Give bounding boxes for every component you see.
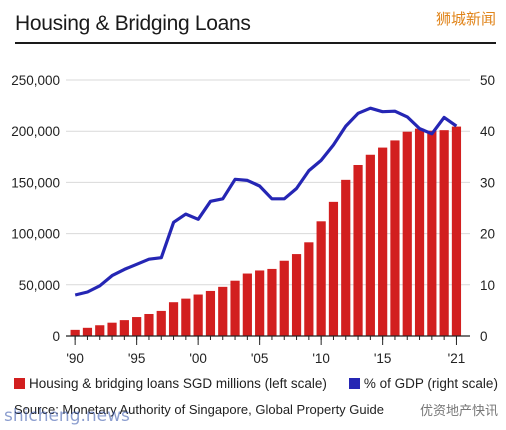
bar-2006 <box>267 268 277 336</box>
y-left-tick-label: 0 <box>52 329 60 344</box>
bar-2013 <box>353 164 363 336</box>
bar-2007 <box>279 260 289 336</box>
bar-2014 <box>365 154 375 336</box>
title-rule <box>15 42 496 44</box>
bar-2008 <box>291 254 302 336</box>
y-right-tick-label: 50 <box>480 73 495 88</box>
x-tick-label: '90 <box>66 351 84 366</box>
bar-1992 <box>95 325 105 336</box>
bar-2015 <box>378 147 388 336</box>
bar-2021 <box>451 126 462 336</box>
y-right-tick-label: 10 <box>480 278 495 293</box>
bar-2011 <box>328 201 339 336</box>
watermark-bottom-left: shicheng.news <box>4 406 130 426</box>
y-left-tick-label: 100,000 <box>11 227 60 242</box>
bar-2010 <box>316 221 326 336</box>
watermark-bottom-right: 优资地产快讯 <box>419 404 498 419</box>
legend-swatch-bars <box>14 378 25 389</box>
bar-2009 <box>304 242 314 336</box>
bar-1996 <box>144 313 154 336</box>
y-left-tick-label: 200,000 <box>11 124 60 139</box>
x-tick-label: '95 <box>128 351 146 366</box>
bar-2017 <box>402 131 412 336</box>
bar-1994 <box>119 320 129 336</box>
bar-1991 <box>82 327 93 336</box>
x-tick-label: '15 <box>374 351 392 366</box>
bar-2001 <box>205 290 216 336</box>
bar-2004 <box>242 273 252 336</box>
bar-2019 <box>427 130 437 336</box>
y-right-tick-label: 0 <box>480 329 488 344</box>
source-note: Source: Monetary Authority of Singapore,… <box>14 402 384 417</box>
bar-2020 <box>439 130 449 336</box>
chart-title: Housing & Bridging Loans <box>15 12 251 35</box>
line-layer <box>74 106 458 297</box>
bar-1998 <box>168 302 179 336</box>
bar-2012 <box>341 179 351 336</box>
y-left-tick-label: 150,000 <box>11 175 60 190</box>
chart-legend: Housing & bridging loans SGD millions (l… <box>14 376 498 391</box>
x-tick-label: '10 <box>312 351 330 366</box>
bar-2000 <box>193 294 203 336</box>
bar-2016 <box>390 140 400 336</box>
bar-2005 <box>255 270 265 336</box>
bar-2003 <box>230 280 240 336</box>
bar-layer <box>70 126 462 336</box>
y-left-tick-label: 250,000 <box>11 73 60 88</box>
y-left-tick-label: 50,000 <box>19 278 60 293</box>
y-right-tick-label: 20 <box>480 227 495 242</box>
bar-1995 <box>132 317 142 336</box>
watermark-top: 狮城新闻 <box>435 10 496 28</box>
bar-1999 <box>181 298 191 336</box>
bar-1993 <box>107 322 117 336</box>
gdp-percent-line <box>74 106 458 297</box>
legend-label-bars: Housing & bridging loans SGD millions (l… <box>29 376 327 391</box>
x-tick-label: '21 <box>448 351 466 366</box>
bar-1990 <box>70 329 80 336</box>
y-right-tick-label: 40 <box>480 124 495 139</box>
axis-layer: 0 50,000 100,000 150,000 200,000 250,000 0 10 20… <box>11 73 495 366</box>
bar-2018 <box>414 128 425 336</box>
bar-1997 <box>156 310 166 336</box>
y-right-tick-label: 30 <box>480 175 495 190</box>
x-tick-label: '05 <box>251 351 269 366</box>
x-tick-label: '00 <box>189 351 207 366</box>
legend-swatch-line <box>348 378 360 389</box>
bar-2002 <box>218 286 228 336</box>
legend-label-line: % of GDP (right scale) <box>363 376 498 391</box>
